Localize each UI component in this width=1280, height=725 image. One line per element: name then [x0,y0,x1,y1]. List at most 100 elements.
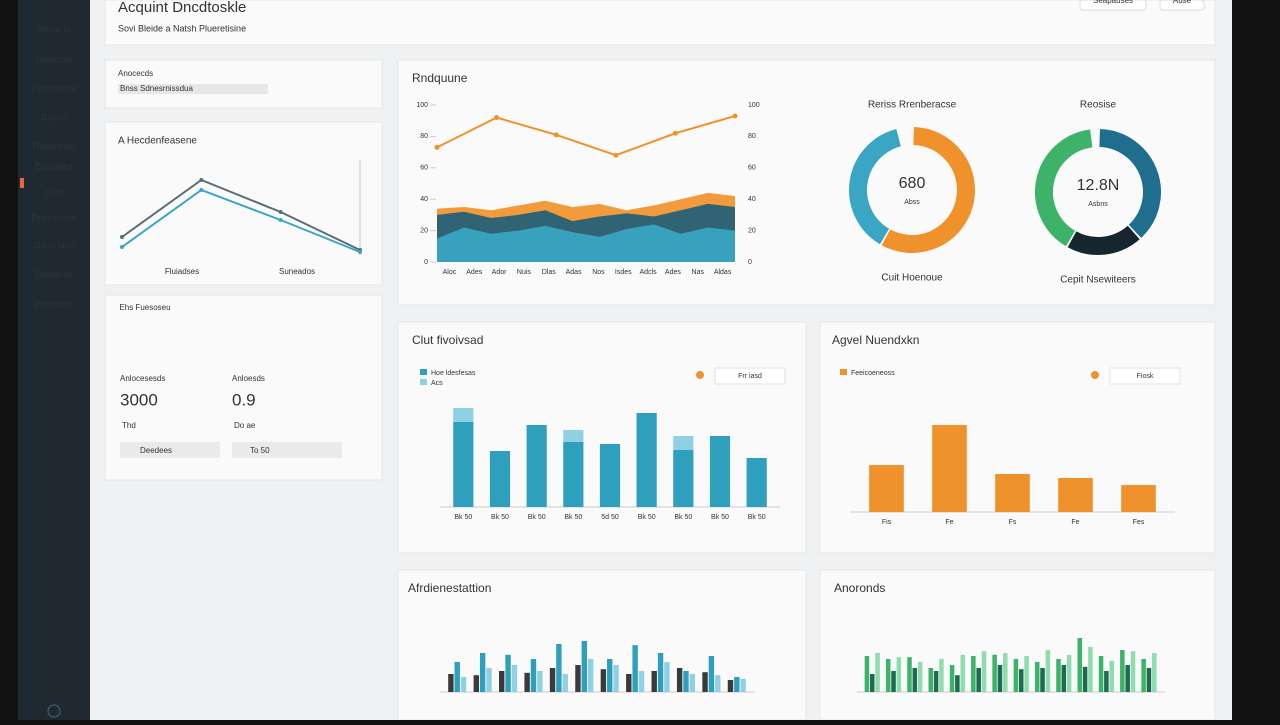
bar [460,677,467,692]
stat-bar-label: Deedees [140,446,172,455]
bar [1121,485,1156,512]
bar [981,651,987,692]
page-title: Acquint Dncdtoskle [118,0,246,16]
card-title: Clut fivoivsad [412,333,483,347]
stat-label: Anlocesesds [120,374,165,383]
bar [479,653,486,692]
bar [453,408,474,422]
card [819,569,1216,721]
x-tick-label: Nas [692,269,705,276]
area-series [437,224,735,262]
sidebar-item: Oeu [45,187,62,197]
bar [511,665,518,692]
bar [537,671,543,692]
sidebar-item: Dtsuo lo [37,24,70,34]
line-series [121,188,361,253]
bar [638,671,645,692]
y-tick-label: 60 [748,165,756,172]
bar [896,657,902,692]
y-tick-label: 100 [416,102,428,109]
sidebar-accent [20,178,24,188]
x-tick-label: Fe [945,519,953,526]
x-tick-label: Fluiadses [165,267,199,276]
sidebar-item: Deasdeuse [31,83,77,93]
line-series [121,178,361,251]
card-title: Agvel Nuendxkn [832,333,919,347]
y-tick-label: 60 [420,165,428,172]
bar [976,668,981,692]
card-title: Afrdienestattion [408,581,491,595]
legend-label: Feeicoeneoss [851,370,895,377]
summary-bar [118,84,268,94]
bar [1061,665,1067,692]
bar [708,656,715,692]
x-tick-label: Adas [566,269,582,276]
donut-title: Reosise [1080,100,1117,111]
x-tick-label: Isdes [615,269,632,276]
bar [740,678,746,692]
bar [524,672,530,692]
bar [1003,653,1008,692]
bar [709,436,731,507]
bar [932,425,967,512]
card [819,321,1216,554]
bar [636,413,657,507]
stat-bar [232,442,342,458]
bar [1058,478,1093,512]
bar [581,641,588,692]
bar [563,430,584,442]
bar [995,474,1030,512]
y-tick-label: 20 [420,227,428,234]
bar [891,671,896,692]
donut-sublabel: Abss [904,199,920,206]
bar [1066,654,1072,692]
stat-note: Thd [122,421,136,430]
bar [1104,671,1109,692]
bar [549,668,556,692]
bar [1024,656,1029,692]
page-subtitle: Sovi Bleide a Natsh Plueretisine [118,23,246,33]
legend-swatch [420,369,427,375]
y-tick-label: 0 [748,259,752,266]
y-tick-label: 80 [420,133,428,140]
bar [683,671,689,692]
header-button[interactable] [1079,0,1147,11]
donut-segment [881,127,975,253]
x-tick-label: Ador [492,269,507,276]
x-tick-label: Ades [665,269,681,276]
x-tick-label: Bk 50 [748,514,766,521]
stat-bar [120,442,220,458]
bar [917,662,923,692]
card-title: A Hecdenfeasene [118,136,197,147]
bar [971,656,976,692]
card [397,59,1216,306]
x-tick-label: Fis [882,519,892,526]
sidebar-item: Dsesoras [35,269,74,279]
y-tick-label: 100 [748,102,760,109]
bar [885,659,891,692]
bar [454,662,460,692]
header-button[interactable] [1159,0,1205,11]
bar [563,442,584,507]
line-point [278,218,283,222]
x-tick-label: Ades [466,269,482,276]
sidebar-item: Dscecose [34,299,74,309]
bar [949,665,955,692]
y-tick-label: 40 [420,196,428,203]
bar [626,674,632,692]
line-point [494,115,500,121]
line-point [613,152,619,158]
bar [1146,668,1152,692]
y-tick-label: 40 [748,196,756,203]
line-point [120,235,124,239]
x-tick-label: Bk 50 [528,514,546,521]
line-point [732,113,738,119]
bar [1152,653,1157,692]
stat-label: Anloesds [232,374,265,383]
bar [727,680,734,692]
bar [869,465,904,512]
sidebar-item: Dsoucdo [36,54,72,64]
line-point [672,130,678,136]
donut-segment [1099,129,1161,238]
